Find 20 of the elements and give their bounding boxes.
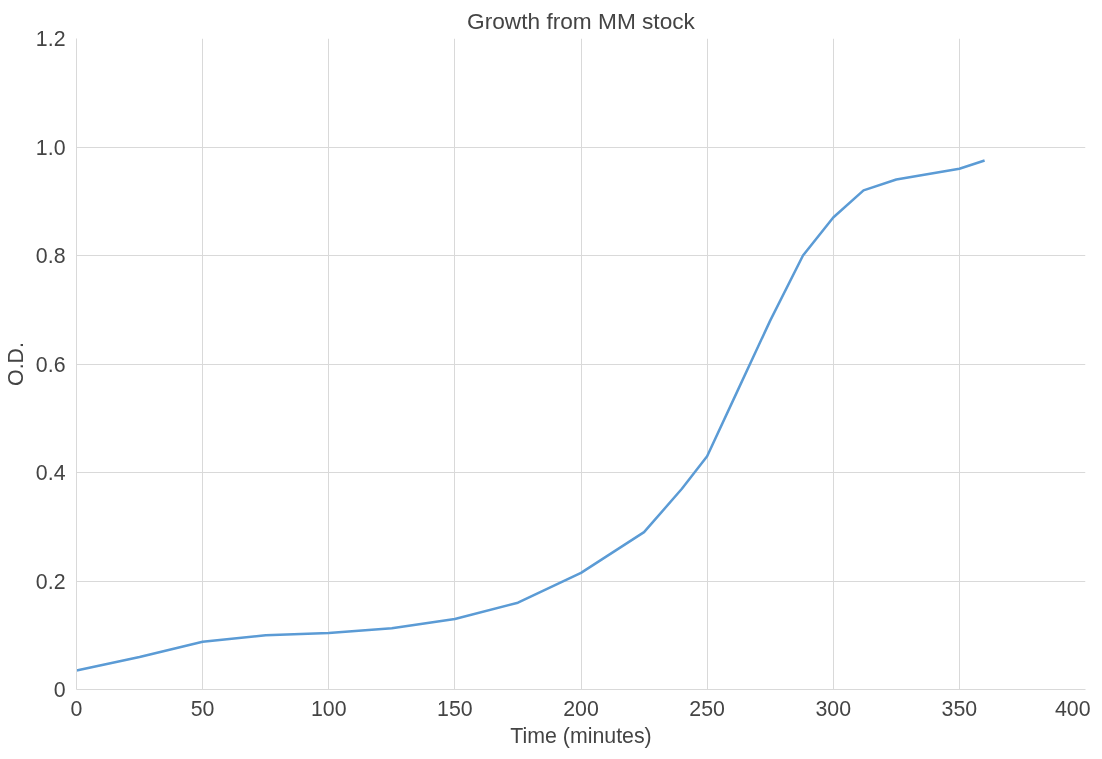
y-tick-label: 0.6 — [35, 352, 66, 377]
x-tick-label: 0 — [70, 696, 83, 721]
y-tick-label: 0.8 — [35, 244, 66, 268]
x-axis-title: Time (minutes) — [510, 723, 652, 748]
y-tick-label: 0.4 — [35, 461, 66, 485]
x-tick-label: 350 — [941, 696, 978, 721]
y-tick-label: 0.2 — [35, 569, 66, 594]
x-tick-label: 300 — [815, 696, 852, 721]
chart-title: Growth from MM stock — [467, 7, 696, 34]
x-tick-label: 100 — [310, 696, 347, 721]
x-tick-label: 150 — [437, 696, 473, 721]
x-tick-label: 400 — [1054, 696, 1091, 721]
y-tick-label: 1.0 — [35, 135, 66, 160]
y-tick-label: 0 — [53, 678, 66, 702]
y-tick-label: 1.2 — [35, 27, 66, 51]
x-tick-label: 50 — [190, 696, 215, 721]
x-tick-label: 250 — [689, 696, 726, 721]
x-tick-label: 200 — [563, 696, 599, 721]
line-series — [76, 159, 986, 672]
y-axis-title: O.D. — [3, 342, 28, 386]
